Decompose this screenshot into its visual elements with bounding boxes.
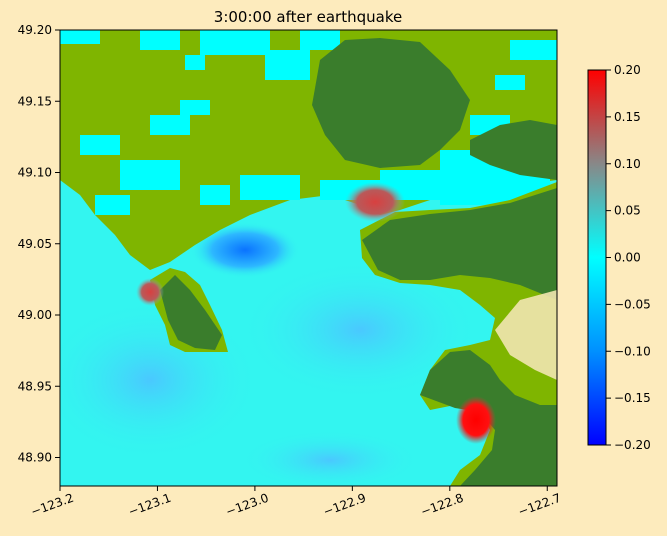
water-swirl (60, 300, 260, 460)
colorbar-tick-label: −0.05 (614, 297, 651, 311)
y-tick-label: 49.00 (18, 308, 52, 322)
x-tick-label: −122.9 (321, 491, 368, 519)
x-tick-label: −122.8 (419, 491, 466, 519)
y-tick-label: 49.05 (18, 237, 52, 251)
colorbar-tick-label: 0.10 (614, 157, 641, 171)
colorbar-tick-label: −0.10 (614, 344, 651, 358)
y-tick-label: 49.15 (18, 94, 52, 108)
land-southeast-beige (495, 290, 557, 380)
x-tick-label: −123.0 (224, 491, 271, 519)
y-tick-label: 49.10 (18, 166, 52, 180)
colorbar-tick-label: 0.20 (614, 63, 641, 77)
y-tick-label: 48.90 (18, 451, 52, 465)
negative-anomaly (190, 222, 300, 278)
colorbar-tick-label: −0.20 (614, 438, 651, 452)
colorbar (587, 69, 607, 446)
land-peninsula-dark (160, 275, 222, 350)
x-tick-label: −123.2 (29, 491, 76, 519)
colorbar-tick-label: 0.05 (614, 204, 641, 218)
positive-anomaly-west (136, 278, 164, 306)
positive-anomaly-north (345, 182, 405, 222)
positive-anomaly-south (456, 396, 496, 444)
x-tick-label: −123.1 (126, 491, 173, 519)
water-swirl-3 (240, 430, 420, 486)
land-upland-ne (312, 38, 470, 168)
dry-cells (60, 30, 557, 215)
water-swirl-2 (240, 260, 480, 400)
colorbar-axis: 0.20 0.15 0.10 0.05 0.00 −0.05 −0.10 −0.15 −0.20 (606, 63, 651, 452)
plot-frame (59, 29, 558, 487)
y-tick-label: 48.95 (18, 379, 52, 393)
colorbar-tick-label: −0.15 (614, 391, 651, 405)
heatmap-field (60, 30, 557, 486)
chart-title: 3:00:00 after earthquake (214, 8, 402, 26)
x-axis: −123.2 −123.1 −123.0 −122.9 −122.8 −122.7 (29, 486, 563, 519)
land-east-dark (362, 188, 557, 300)
y-axis: 48.90 48.95 49.00 49.05 49.10 49.15 49.20 (18, 23, 60, 465)
y-tick-label: 49.20 (18, 23, 52, 37)
colorbar-tick-label: 0.00 (614, 251, 641, 265)
land-upland-e (470, 120, 557, 180)
x-tick-label: −122.7 (516, 491, 563, 519)
colorbar-tick-label: 0.15 (614, 110, 641, 124)
